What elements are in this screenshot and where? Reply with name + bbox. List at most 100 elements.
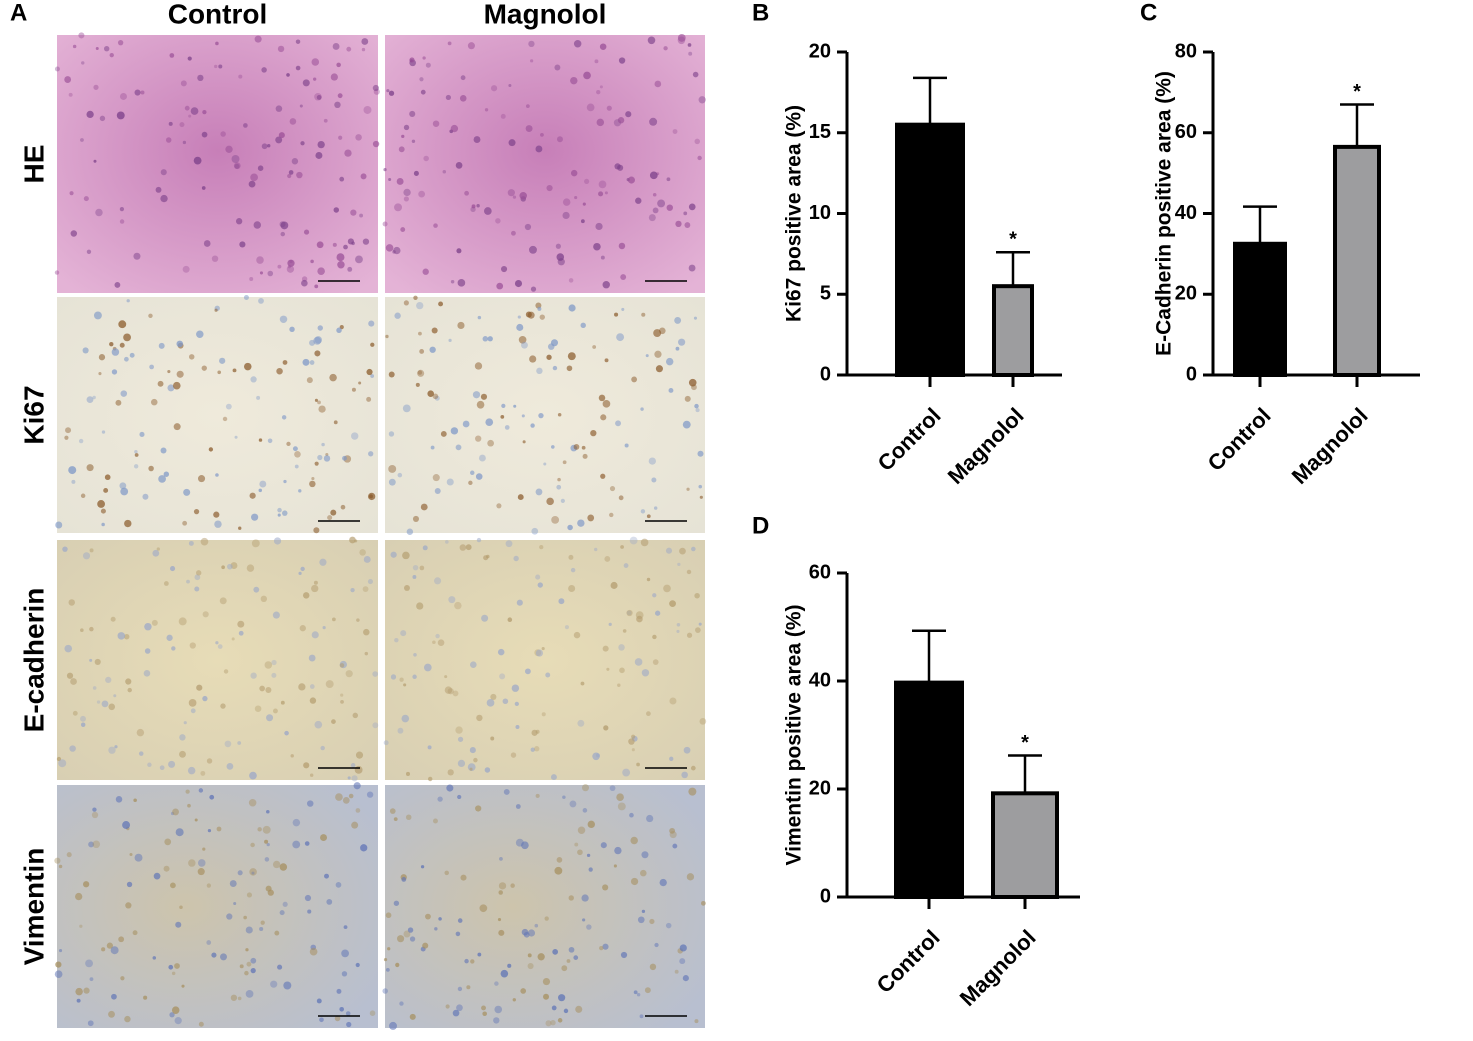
cell-texture [277, 513, 281, 517]
cell-texture [351, 432, 359, 440]
y-tick-label: 10 [809, 202, 831, 224]
cell-texture [368, 320, 375, 327]
cell-texture [323, 455, 331, 462]
cell-texture [455, 931, 461, 937]
cell-texture [530, 747, 535, 752]
cell-texture [298, 683, 306, 691]
cell-texture [215, 41, 219, 46]
cell-texture [317, 454, 323, 461]
cell-texture [171, 646, 176, 651]
cell-texture [682, 975, 689, 982]
cell-texture [658, 327, 666, 335]
cell-texture [355, 808, 361, 813]
cell-texture [364, 651, 369, 656]
cell-texture [330, 509, 337, 516]
y-tick-label: 40 [809, 669, 831, 691]
cell-texture [624, 443, 629, 448]
cell-texture [407, 927, 414, 933]
cell-texture [351, 387, 356, 392]
cell-texture [363, 628, 370, 636]
cell-texture [316, 95, 322, 100]
cell-texture [600, 473, 606, 479]
cell-texture [193, 156, 202, 165]
cell-texture [668, 388, 674, 393]
cell-texture [677, 562, 681, 566]
cell-texture [314, 93, 322, 101]
cell-texture [202, 695, 208, 702]
cell-texture [149, 364, 154, 370]
cell-texture [286, 265, 295, 273]
cell-texture [266, 809, 270, 814]
cell-texture [655, 610, 661, 616]
cell-texture [138, 751, 144, 756]
cell-texture [411, 139, 416, 144]
cell-texture [640, 538, 649, 547]
cell-texture [314, 398, 318, 402]
cell-texture [98, 354, 106, 361]
cell-texture [678, 338, 686, 346]
cell-texture [527, 929, 536, 937]
cell-texture [390, 551, 397, 558]
cell-texture [80, 138, 84, 142]
cell-texture [68, 599, 76, 606]
cell-texture [606, 105, 612, 111]
cell-texture [677, 36, 686, 45]
cell-texture [360, 173, 367, 180]
cell-texture [243, 123, 248, 128]
cell-texture [530, 59, 534, 63]
cell-texture [220, 953, 227, 961]
cell-texture [55, 521, 63, 529]
cell-texture [194, 586, 200, 592]
cell-texture [318, 405, 326, 413]
cell-texture [101, 522, 105, 527]
cell-texture [124, 1015, 131, 1023]
cell-texture [267, 438, 273, 444]
bar [992, 284, 1034, 377]
cell-texture [422, 56, 426, 60]
cell-texture [505, 540, 513, 548]
cell-texture [58, 949, 63, 953]
cell-texture [296, 171, 303, 179]
cell-texture [665, 547, 673, 554]
cell-texture [277, 45, 285, 53]
cell-texture [652, 207, 659, 214]
cell-texture [126, 299, 130, 303]
y-tick-label: 20 [809, 40, 831, 62]
cell-texture [238, 74, 243, 79]
cell-texture [372, 671, 379, 677]
cell-texture [521, 414, 525, 418]
cell-texture [301, 279, 308, 287]
cell-texture [403, 124, 410, 131]
bar [1333, 144, 1381, 377]
cell-texture [234, 435, 238, 439]
cell-texture [403, 683, 407, 687]
cell-texture [171, 1006, 180, 1014]
cell-texture [108, 746, 116, 754]
cell-texture [104, 46, 110, 52]
cell-texture [482, 336, 489, 342]
cell-texture [690, 765, 696, 771]
cell-texture [649, 918, 655, 925]
cell-texture [494, 1005, 503, 1014]
cell-texture [568, 895, 574, 901]
cell-texture [617, 683, 621, 687]
cell-texture [580, 322, 586, 329]
cell-texture [504, 425, 510, 430]
cell-texture [311, 58, 320, 66]
cell-texture [313, 336, 322, 345]
cell-texture [649, 117, 658, 126]
cell-texture [370, 374, 375, 378]
cell-texture [401, 877, 407, 882]
cell-texture [539, 544, 544, 550]
cell-texture [618, 242, 626, 250]
cell-texture [483, 207, 492, 215]
cell-texture [412, 575, 417, 579]
cell-texture [484, 108, 489, 112]
cell-texture [237, 620, 245, 628]
cell-texture [87, 1020, 94, 1027]
cell-texture [76, 998, 81, 1003]
cell-texture [649, 963, 657, 971]
cell-texture [469, 747, 476, 754]
cell-texture [337, 261, 345, 269]
cell-texture [256, 256, 264, 264]
